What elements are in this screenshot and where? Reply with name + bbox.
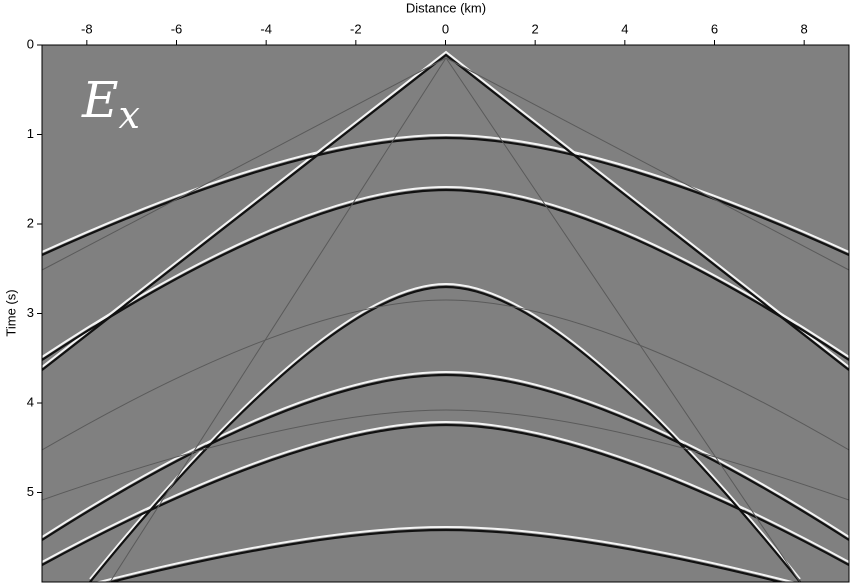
- x-tick-label: -6: [171, 21, 183, 36]
- x-tick-label: 2: [532, 21, 539, 36]
- y-tick-label: 2: [27, 215, 34, 230]
- x-tick-label: -2: [350, 21, 362, 36]
- annotation-base: E: [81, 71, 119, 129]
- x-tick-label: 6: [711, 21, 718, 36]
- y-tick-label: 5: [27, 484, 34, 499]
- annotation-subscript: x: [119, 93, 140, 137]
- annotation: Ex: [81, 71, 140, 137]
- x-tick-label: 0: [442, 21, 449, 36]
- x-tick-label: -4: [260, 21, 272, 36]
- y-tick-label: 1: [27, 126, 34, 141]
- x-tick-label: 4: [621, 21, 628, 36]
- y-tick-label: 0: [27, 36, 34, 51]
- y-tick-label: 4: [27, 394, 34, 409]
- x-tick-label: -8: [81, 21, 93, 36]
- y-axis-title: Time (s): [3, 289, 18, 336]
- x-axis-title: Distance (km): [406, 0, 486, 15]
- y-tick-label: 3: [27, 305, 34, 320]
- x-tick-label: 8: [801, 21, 808, 36]
- wavefield: [42, 50, 849, 582]
